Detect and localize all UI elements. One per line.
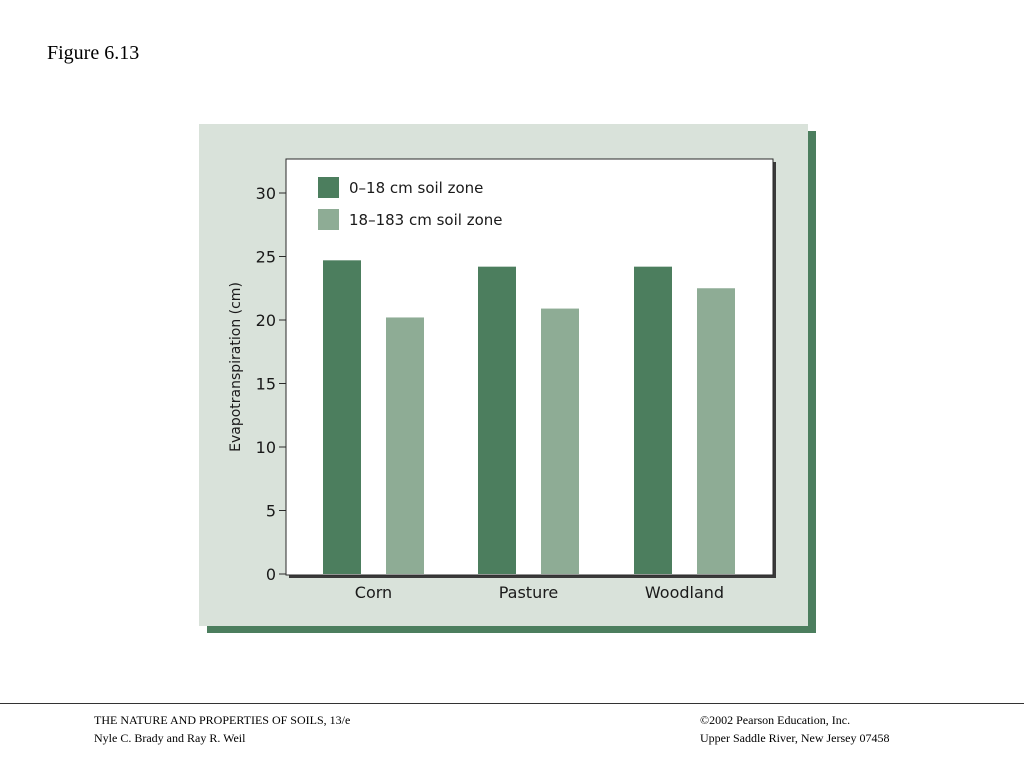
footer-copyright: ©2002 Pearson Education, Inc. xyxy=(700,713,851,727)
y-tick-label: 0 xyxy=(266,565,276,584)
y-axis-label: Evapotranspiration (cm) xyxy=(228,282,244,452)
plot-area xyxy=(285,158,774,576)
footer-book-title: THE NATURE AND PROPERTIES OF SOILS, 13/e xyxy=(94,713,351,727)
y-tick-label: 15 xyxy=(256,375,276,394)
figure-label: Figure 6.13 xyxy=(47,42,140,64)
x-tick-label-woodland: Woodland xyxy=(645,583,724,602)
legend-label-series-1: 0–18 cm soil zone xyxy=(349,179,483,197)
bar-woodland-series-1 xyxy=(634,266,672,574)
x-tick-label-corn: Corn xyxy=(355,583,392,602)
x-tick-label-pasture: Pasture xyxy=(499,583,559,602)
bar-chart: 0 5 10 15 20 25 30 Corn Pasture Woodland 0–18 cm… xyxy=(199,124,816,633)
footer-publisher-address: Upper Saddle River, New Jersey 07458 xyxy=(700,731,890,745)
bar-pasture-series-2 xyxy=(541,308,579,574)
x-axis: Corn Pasture Woodland xyxy=(355,583,724,602)
footer-authors: Nyle C. Brady and Ray R. Weil xyxy=(94,731,246,745)
bar-pasture-series-1 xyxy=(478,266,516,574)
y-tick-label: 25 xyxy=(256,248,276,267)
y-tick-label: 30 xyxy=(256,184,276,203)
legend-label-series-2: 18–183 cm soil zone xyxy=(349,211,503,229)
footer-left: THE NATURE AND PROPERTIES OF SOILS, 13/e… xyxy=(94,711,350,747)
footer-right: ©2002 Pearson Education, Inc. Upper Sadd… xyxy=(700,711,889,747)
bars xyxy=(323,260,735,574)
y-tick-label: 20 xyxy=(256,311,276,330)
y-tick-label: 10 xyxy=(256,438,276,457)
legend-swatch-series-2 xyxy=(318,209,339,230)
bar-corn-series-1 xyxy=(323,260,361,574)
y-tick-label: 5 xyxy=(266,502,276,521)
footer-divider xyxy=(0,703,1024,704)
bar-woodland-series-2 xyxy=(697,288,735,574)
legend-swatch-series-1 xyxy=(318,177,339,198)
bar-corn-series-2 xyxy=(386,317,424,574)
legend: 0–18 cm soil zone 18–183 cm soil zone xyxy=(318,177,503,230)
y-axis: 0 5 10 15 20 25 30 xyxy=(256,184,286,584)
